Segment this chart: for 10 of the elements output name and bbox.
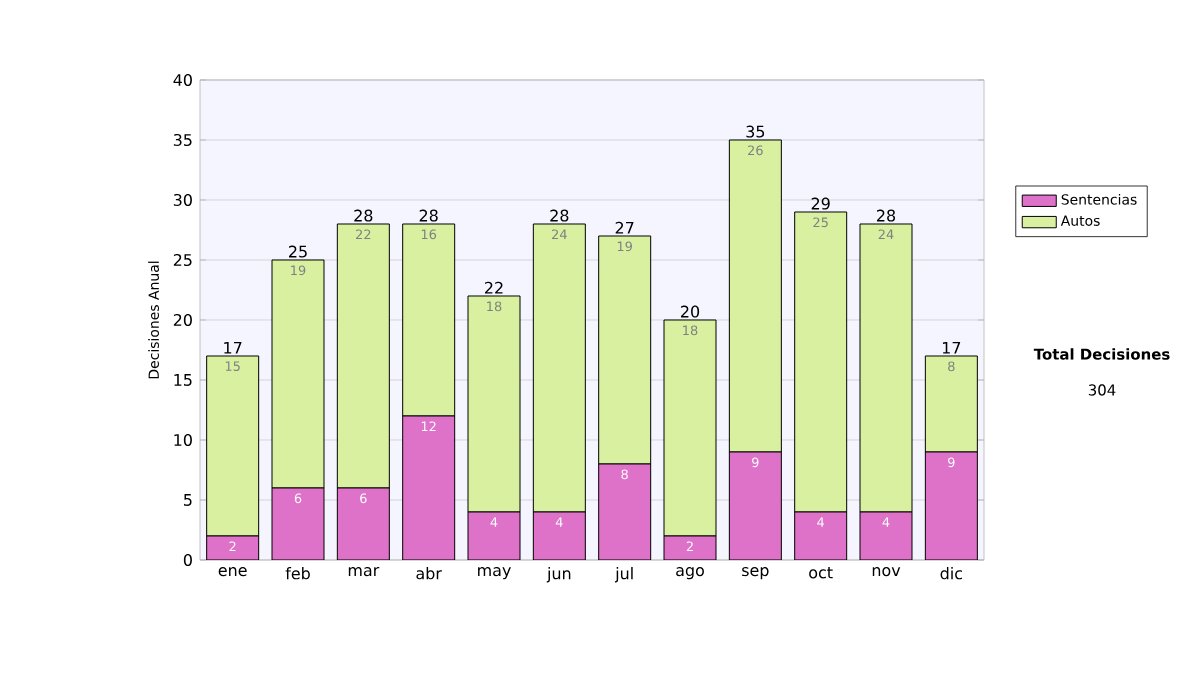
bar xyxy=(272,488,324,560)
bar xyxy=(402,416,455,560)
bar xyxy=(598,464,651,560)
bar xyxy=(533,512,586,560)
bar xyxy=(729,452,782,560)
bar xyxy=(794,512,847,560)
bar xyxy=(924,451,978,560)
bar xyxy=(468,512,521,560)
bar xyxy=(337,488,390,560)
bar xyxy=(860,512,913,560)
